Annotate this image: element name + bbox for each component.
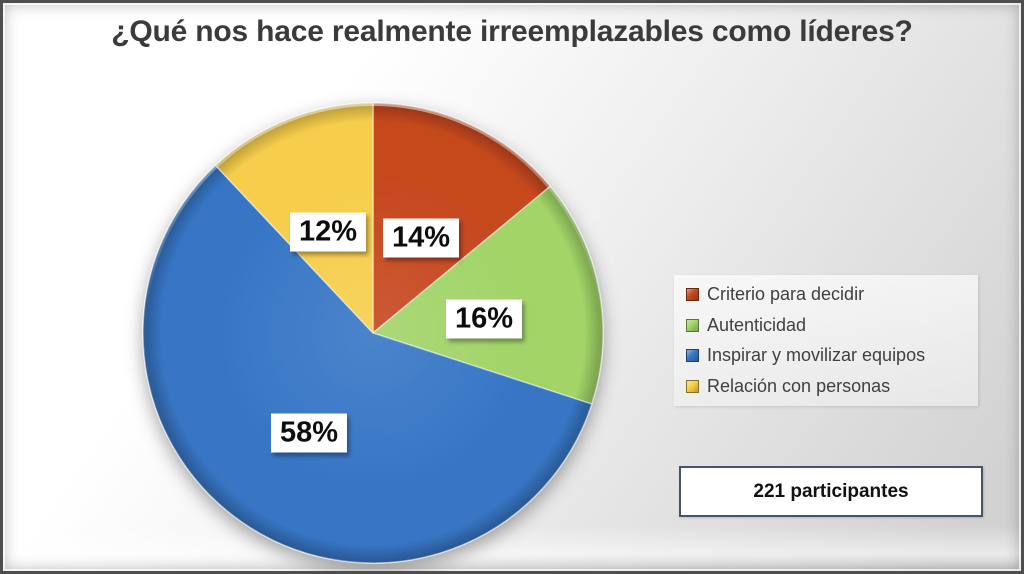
legend-swatch-icon: [686, 288, 699, 302]
participants-text: 221 participantes: [753, 480, 909, 502]
legend-item-label: Autenticidad: [707, 314, 807, 335]
legend-swatch-icon: [686, 379, 699, 393]
legend-item-1: Autenticidad: [686, 315, 978, 336]
participants-box: 221 participantes: [679, 466, 983, 517]
legend-swatch-icon: [686, 318, 699, 332]
legend-item-label: Criterio para decidir: [707, 284, 865, 305]
legend-item-3: Relación con personas: [686, 376, 978, 397]
legend: Criterio para decidir Autenticidad Inspira…: [674, 275, 978, 406]
pie-chart-svg: [142, 102, 604, 564]
legend-swatch-icon: [686, 349, 699, 363]
pie-chart: [123, 83, 623, 571]
legend-item-label: Inspirar y movilizar equipos: [707, 345, 926, 366]
chart-title: ¿Qué nos hace realmente irreemplazables …: [111, 15, 913, 48]
legend-item-2: Inspirar y movilizar equipos: [686, 345, 978, 366]
legend-item-label: Relación con personas: [707, 375, 891, 396]
legend-item-0: Criterio para decidir: [686, 284, 978, 305]
